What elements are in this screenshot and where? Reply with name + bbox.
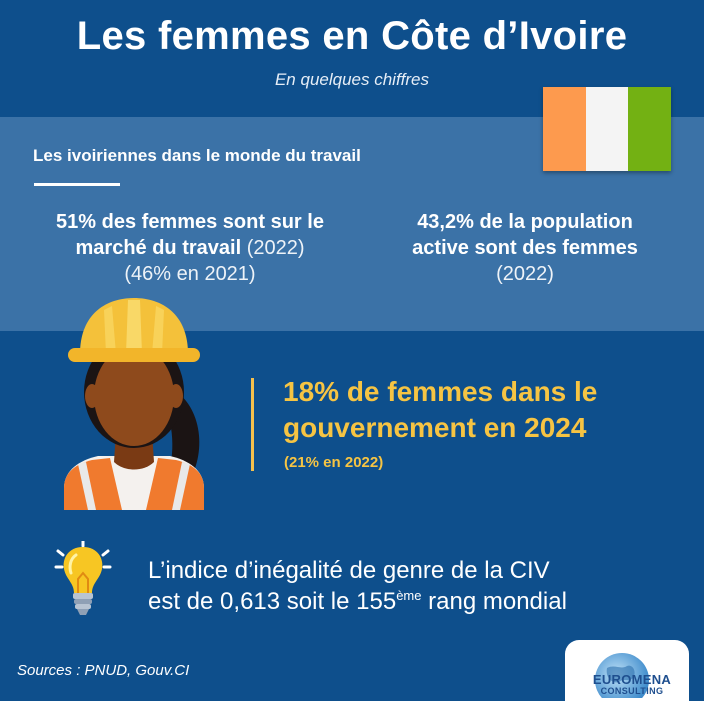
ivory-coast-flag [543, 87, 672, 171]
labor-market-stat: 51% des femmes sont sur le marché du tra… [20, 209, 360, 287]
labor-stat-line2: marché du travail [75, 237, 242, 259]
inequality-index-text: L’indice d’inégalité de genre de la CIV … [148, 555, 688, 617]
light-bulb-icon [54, 541, 112, 615]
inequality-line2-suffix: rang mondial [421, 588, 567, 615]
government-stat-line1: 18% de femmes dans le [283, 376, 598, 407]
accent-bar [251, 378, 254, 471]
active-population-stat: 43,2% de la population active sont des f… [370, 209, 680, 287]
page-title: Les femmes en Côte d’Ivoire [76, 14, 628, 58]
labor-stat-year: (2022) [246, 237, 305, 259]
flag-stripe-orange [543, 87, 586, 171]
government-stat: 18% de femmes dans le gouvernement en 20… [283, 374, 693, 446]
population-stat-line2: active sont des femmes [412, 237, 638, 259]
population-stat-year: (2022) [496, 263, 554, 285]
globe-logo-icon [595, 653, 649, 698]
sources-text: Sources : PNUD, Gouv.CI [17, 662, 190, 679]
female-construction-worker-icon [64, 298, 204, 510]
logo-text-euromena: EUROMENA [592, 672, 672, 687]
section-underline [34, 183, 120, 186]
inequality-line1: L’indice d’inégalité de genre de la CIV [148, 557, 550, 584]
flag-stripe-white [585, 87, 629, 171]
labor-stat-line1: 51% des femmes sont sur le [56, 211, 324, 233]
inequality-line2-prefix: est de 0,613 soit le 155 [148, 588, 397, 615]
euromena-logo: EUROMENA CONSULTING [565, 640, 689, 701]
government-previous: (21% en 2022) [284, 454, 384, 471]
labor-stat-previous: (46% en 2021) [124, 263, 256, 285]
flag-stripe-green [628, 87, 672, 171]
page-subtitle: En quelques chiffres [274, 70, 430, 89]
population-stat-line1: 43,2% de la population [417, 211, 633, 233]
logo-text-consulting: CONSULTING [600, 686, 664, 696]
government-stat-line2: gouvernement en 2024 [283, 412, 587, 443]
inequality-superscript: ème [396, 588, 422, 603]
work-section-title: Les ivoiriennes dans le monde du travail [33, 146, 361, 165]
